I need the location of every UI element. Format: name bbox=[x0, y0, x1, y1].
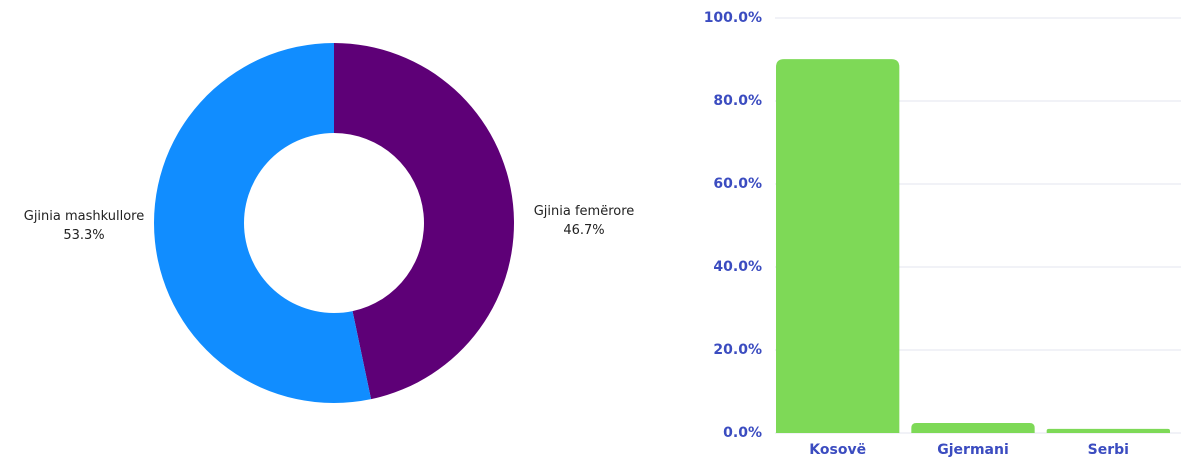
donut-slice bbox=[154, 43, 372, 403]
y-tick-label: 40.0% bbox=[713, 259, 762, 275]
y-tick-label: 100.0% bbox=[704, 10, 762, 26]
bar bbox=[911, 423, 1035, 433]
slice-value: 46.7% bbox=[563, 223, 604, 238]
x-tick-label: Serbi bbox=[1088, 442, 1129, 458]
bar bbox=[776, 59, 900, 434]
bar bbox=[1046, 428, 1170, 433]
y-tick-label: 0.0% bbox=[723, 425, 762, 441]
y-tick-label: 60.0% bbox=[713, 176, 762, 192]
donut-slice bbox=[334, 43, 515, 400]
x-tick-label: Kosovë bbox=[809, 442, 866, 458]
y-tick-label: 20.0% bbox=[713, 342, 762, 358]
y-tick-label: 80.0% bbox=[713, 93, 762, 109]
slice-label: Gjinia mashkullore bbox=[24, 209, 145, 224]
slice-value: 53.3% bbox=[63, 228, 104, 243]
x-tick-label: Gjermani bbox=[937, 442, 1009, 458]
slice-label: Gjinia femërore bbox=[534, 204, 635, 219]
